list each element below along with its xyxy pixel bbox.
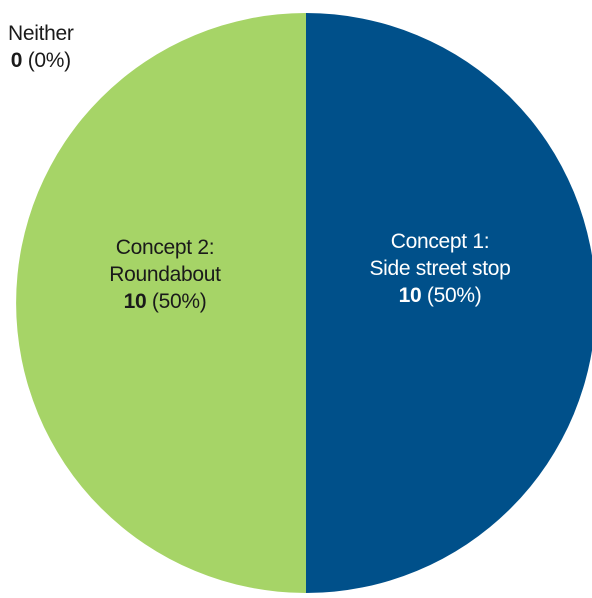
slice-label-concept2-line2: Roundabout <box>109 263 221 286</box>
slice-percent-concept2: (50%) <box>151 290 207 313</box>
slice-label-concept2-value: 10 (50%) <box>65 288 265 315</box>
slice-label-concept1: Concept 1: Side street stop 10 (50%) <box>340 228 540 309</box>
slice-label-neither-line1: Neither <box>8 22 74 45</box>
pie-slice-concept1 <box>306 13 592 593</box>
slice-label-concept1-line2: Side street stop <box>369 257 511 280</box>
slice-label-concept2: Concept 2: Roundabout 10 (50%) <box>65 234 265 315</box>
slice-label-neither-value: 0 (0%) <box>8 47 74 74</box>
slice-label-concept1-line1: Concept 1: <box>390 230 490 253</box>
slice-percent-concept1: (50%) <box>426 284 482 307</box>
slice-label-neither: Neither 0 (0%) <box>8 20 74 74</box>
slice-value-concept1: 10 <box>398 284 422 307</box>
pie-slice-concept2 <box>16 13 306 593</box>
slice-label-concept2-line1: Concept 2: <box>115 236 215 259</box>
slice-percent-neither: (0%) <box>27 49 71 72</box>
slice-label-concept1-value: 10 (50%) <box>340 282 540 309</box>
slice-value-neither: 0 <box>10 49 23 72</box>
slice-value-concept2: 10 <box>123 290 147 313</box>
